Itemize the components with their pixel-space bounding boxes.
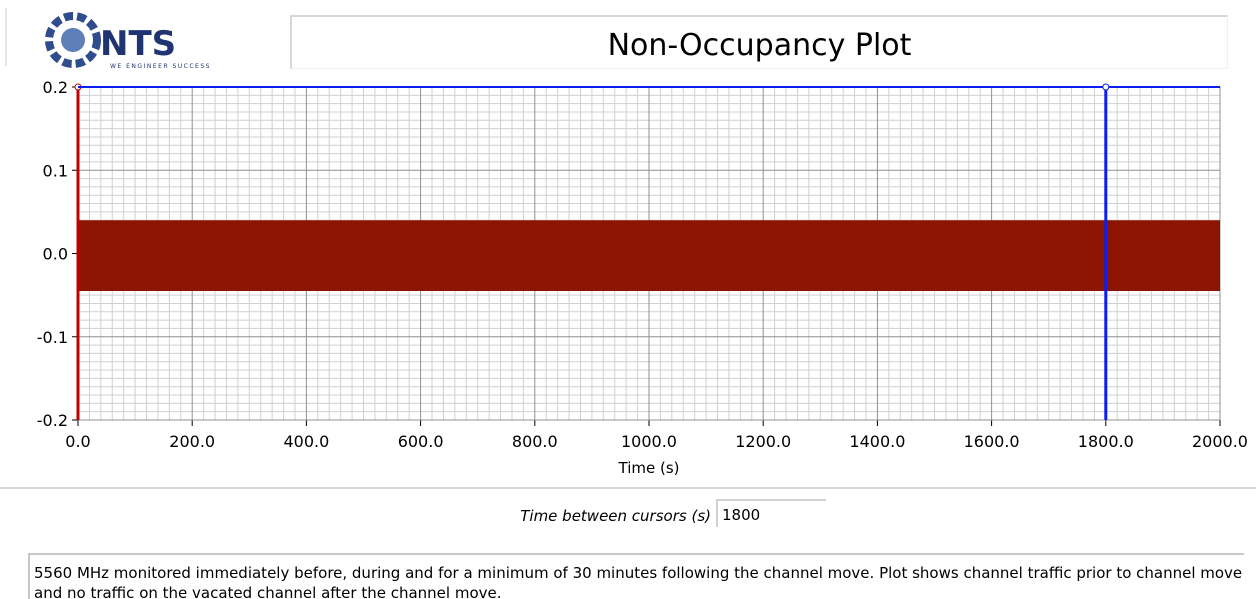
chart: 0.0 200.0 400.0 600.0 800.0 1000.0 1200.0 1400.… (37, 78, 1248, 477)
y-tick-label: -0.1 (37, 328, 68, 347)
x-tick-label: 600.0 (398, 432, 444, 451)
x-tick-label: 1000.0 (621, 432, 677, 451)
description[interactable]: 5560 MHz monitored immediately before, d… (28, 553, 1244, 599)
x-tick-label: 400.0 (283, 432, 329, 451)
readout-value[interactable]: 1800 (716, 499, 826, 527)
x-tick-label: 1200.0 (735, 432, 791, 451)
y-tick-label: 0.2 (43, 78, 68, 97)
y-tick-label: 0.0 (43, 245, 68, 264)
logo-tagline: WE ENGINEER SUCCESS (110, 63, 211, 70)
x-axis-label: Time (s) (618, 459, 680, 477)
y-tick-label: 0.1 (43, 161, 68, 180)
x-tick-label: 0.0 (65, 432, 90, 451)
logo: NTS WE ENGINEER SUCCESS (5, 8, 211, 70)
x-tick-label: 200.0 (169, 432, 215, 451)
logo-core (61, 28, 85, 52)
logo-globe (45, 12, 101, 68)
cursor-handle (1102, 83, 1110, 91)
x-tick-label: 800.0 (512, 432, 558, 451)
readout-panel: Time between cursors (s) 1800 (0, 487, 1256, 541)
x-tick-label: 1600.0 (964, 432, 1020, 451)
plot-title: Non-Occupancy Plot (290, 15, 1228, 69)
y-tick-label: -0.2 (37, 411, 68, 430)
logo-text: NTS (100, 24, 176, 64)
noise-band (78, 220, 1220, 291)
readout-label: Time between cursors (s) (520, 507, 711, 525)
x-tick-label: 2000.0 (1192, 432, 1248, 451)
x-tick-label: 1800.0 (1078, 432, 1134, 451)
x-tick-label: 1400.0 (849, 432, 905, 451)
